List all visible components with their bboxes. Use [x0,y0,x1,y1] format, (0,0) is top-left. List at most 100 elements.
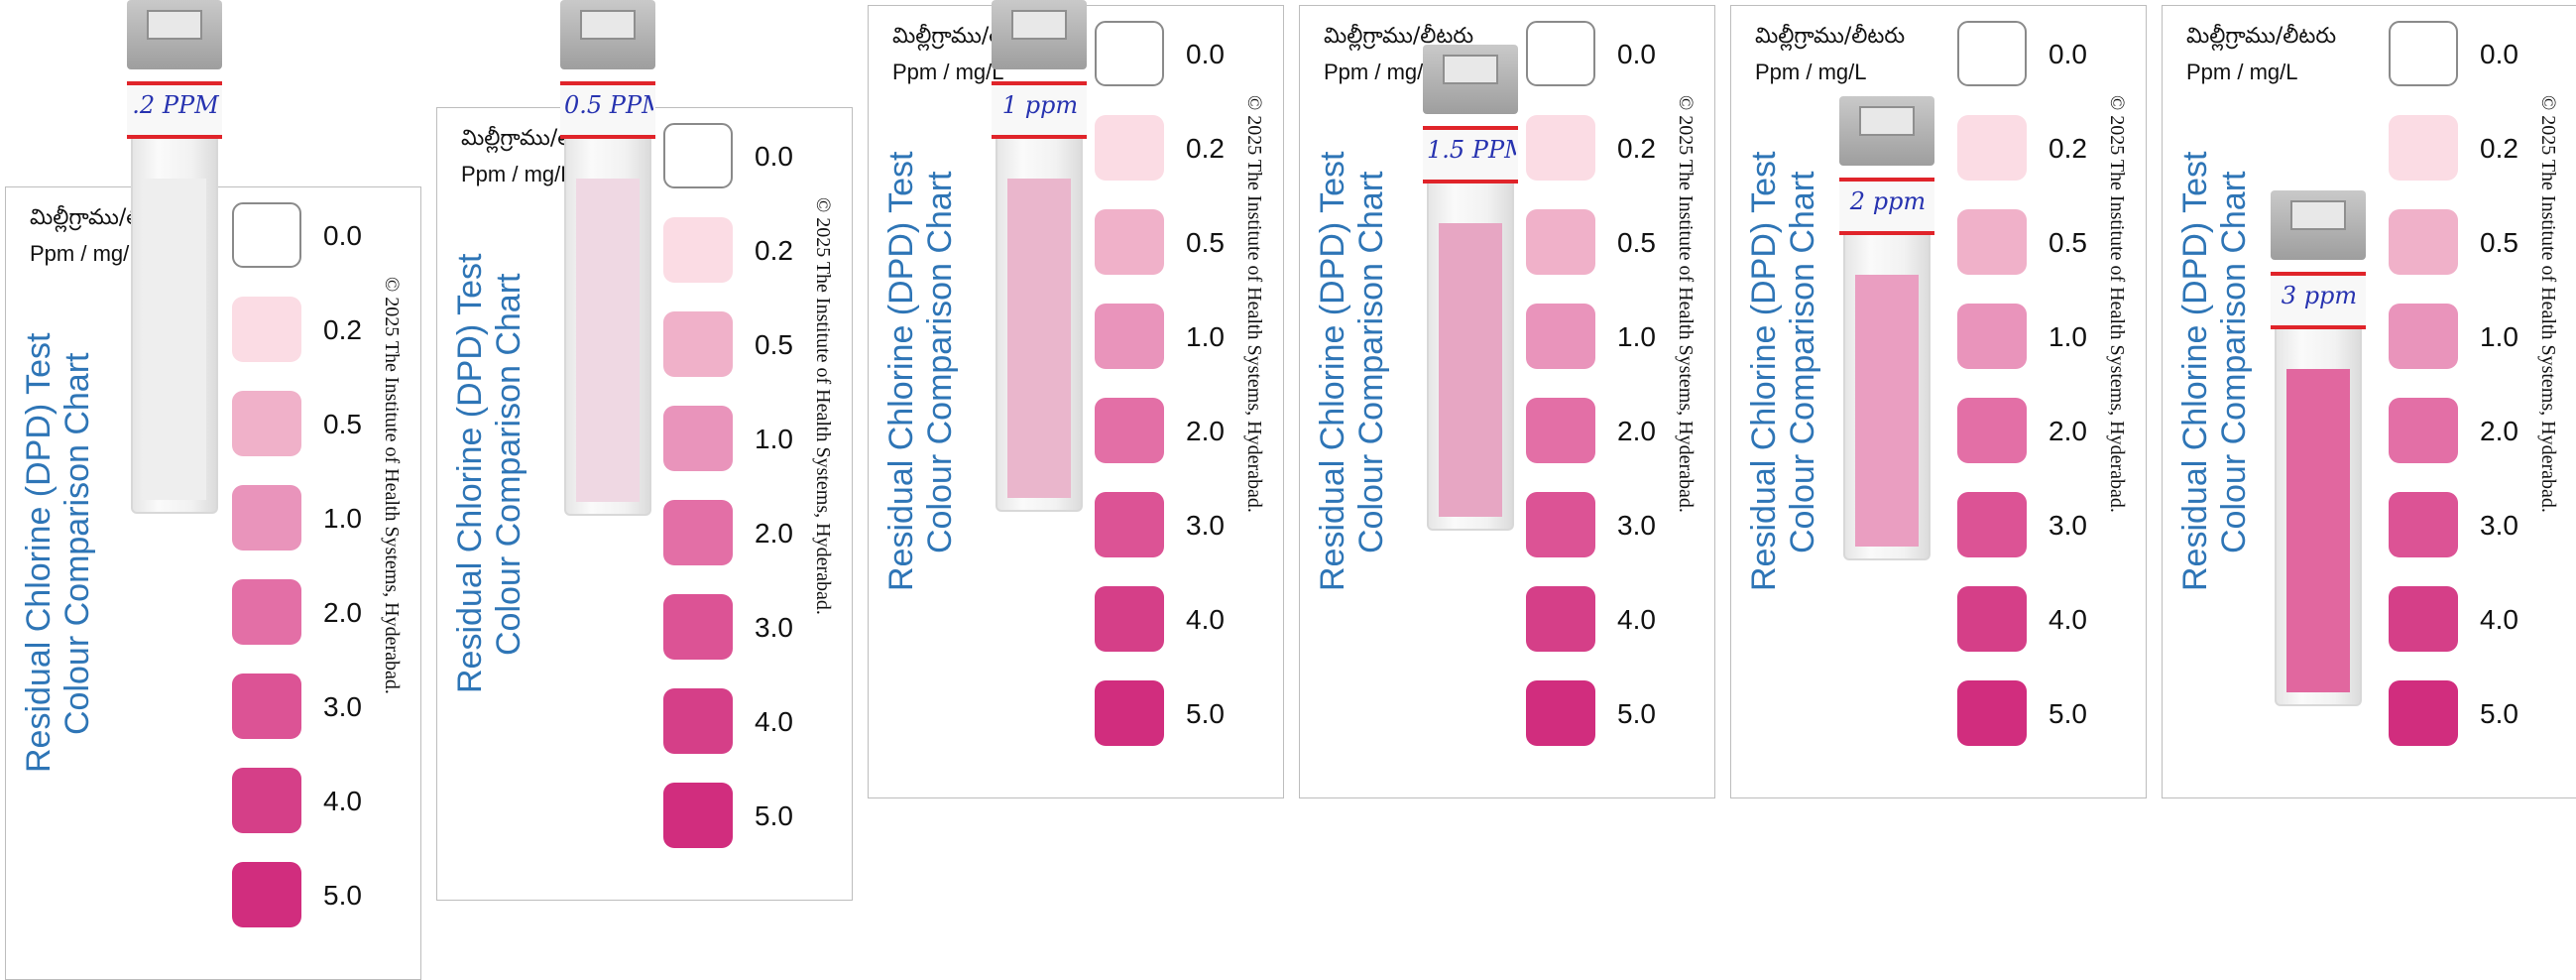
unit-label-english: Ppm / mg/L [892,60,1004,84]
unit-label-english: Ppm / mg/L [461,162,573,186]
chart-title-line-1: Residual Chlorine (DPD) Test [882,151,920,591]
vial-liquid [1855,275,1919,547]
colour-swatch [663,217,733,283]
swatch-row: 0.2 [1095,115,1273,184]
red-band-top [2271,272,2366,276]
vial-handwritten-label: 0.5 PPM [564,91,653,119]
vial-cap [1839,96,1934,166]
swatch-row: 0.2 [1957,115,2136,184]
swatch-row: 0.5 [2389,209,2567,279]
chart-title: Residual Chlorine (DPD) Test Colour Compa… [2176,6,2256,591]
vial-cap [127,0,222,69]
swatch-value: 0.2 [1617,133,1656,164]
swatch-row: 3.0 [232,674,410,743]
colour-swatch [232,297,301,362]
colour-swatch [2389,586,2458,652]
red-band-top [992,81,1087,85]
unit-label-english: Ppm / mg/L [30,241,142,266]
vial-label-tape [992,81,1087,139]
swatch-value: 3.0 [2480,510,2518,541]
colour-swatch [1526,586,1595,652]
colour-swatch [663,688,733,754]
swatch-row: 0.5 [663,311,842,381]
red-band-top [1423,126,1518,130]
swatch-value: 0.5 [1186,227,1225,258]
swatch-value: 0.0 [755,141,793,172]
vial-liquid [1439,223,1502,517]
swatch-row: 0.0 [2389,21,2567,90]
vial-cap [2271,190,2366,260]
chart-card: మిల్లీగ్రాము/లీటరు Ppm / mg/L Residual Chl… [1730,5,2147,798]
swatch-value: 0.0 [2049,39,2087,69]
swatch-row: 2.0 [232,579,410,649]
swatch-value: 0.2 [323,314,362,345]
unit-label-english: Ppm / mg/L [1324,60,1436,84]
red-band-top [127,81,222,85]
swatch-row: 2.0 [1526,398,1704,467]
swatch-row: 4.0 [2389,586,2567,656]
sample-vial: .2 PPM [127,0,222,514]
swatch-row: 3.0 [1095,492,1273,561]
swatch-row: 0.5 [1095,209,1273,279]
swatch-value: 0.5 [323,409,362,439]
vial-handwritten-label: .2 PPM [132,91,219,119]
colour-swatch [1526,492,1595,557]
swatch-row: 0.5 [1526,209,1704,279]
swatch-row: 0.0 [663,123,842,192]
swatch-value: 5.0 [1186,698,1225,729]
vial-label-tape [2271,272,2366,329]
swatch-value: 0.2 [2049,133,2087,164]
colour-swatch [1957,680,2027,746]
vial-liquid [2286,369,2350,692]
swatch-row: 4.0 [1957,586,2136,656]
swatch-row: 1.0 [663,406,842,475]
colour-swatch [232,485,301,551]
swatch-value: 0.5 [755,329,793,360]
chart-title-line-1: Residual Chlorine (DPD) Test [1745,151,1783,591]
swatch-value: 2.0 [323,597,362,628]
swatch-row: 0.0 [1095,21,1273,90]
colour-swatch [2389,209,2458,275]
colour-swatch [1526,304,1595,369]
colour-swatch [1957,586,2027,652]
swatch-row: 1.0 [232,485,410,554]
vial-label-tape [1839,178,1934,235]
colour-swatch [1095,209,1164,275]
swatch-value: 1.0 [755,424,793,454]
swatch-value: 4.0 [1186,604,1225,635]
colour-swatch [1957,209,2027,275]
vial-glass [131,139,218,514]
swatch-row: 0.5 [1957,209,2136,279]
colour-swatch [2389,492,2458,557]
vial-glass [564,139,651,516]
swatch-row: 1.0 [1526,304,1704,373]
vial-liquid [143,179,206,500]
colour-swatch [232,674,301,739]
swatch-row: 4.0 [1095,586,1273,656]
colour-swatch [1957,21,2027,86]
swatch-value: 3.0 [323,691,362,722]
red-band-bottom [2271,325,2366,329]
sample-vial: 1.5 PPM [1423,45,1518,531]
swatch-value: 4.0 [323,786,362,816]
red-band-top [1839,178,1934,182]
swatch-value: 4.0 [1617,604,1656,635]
vial-label-tape [1423,126,1518,184]
swatch-value: 1.0 [323,503,362,534]
swatch-value: 1.0 [2480,321,2518,352]
colour-swatch [1526,209,1595,275]
vial-handwritten-label: 1 ppm [1001,91,1079,119]
sample-vial: 2 ppm [1839,96,1934,560]
swatch-value: 2.0 [755,518,793,549]
swatch-value: 3.0 [755,612,793,643]
swatch-row: 3.0 [1957,492,2136,561]
colour-swatch [1526,115,1595,181]
colour-swatch [2389,304,2458,369]
swatch-value: 0.0 [2480,39,2518,69]
unit-label-telugu: మిల్లీగ్రాము/లీటరు [1324,24,1474,49]
chart-title: Residual Chlorine (DPD) Test Colour Compa… [882,6,962,591]
swatch-row: 0.2 [1526,115,1704,184]
swatch-value: 5.0 [2049,698,2087,729]
swatch-value: 2.0 [1186,416,1225,446]
swatch-row: 3.0 [2389,492,2567,561]
